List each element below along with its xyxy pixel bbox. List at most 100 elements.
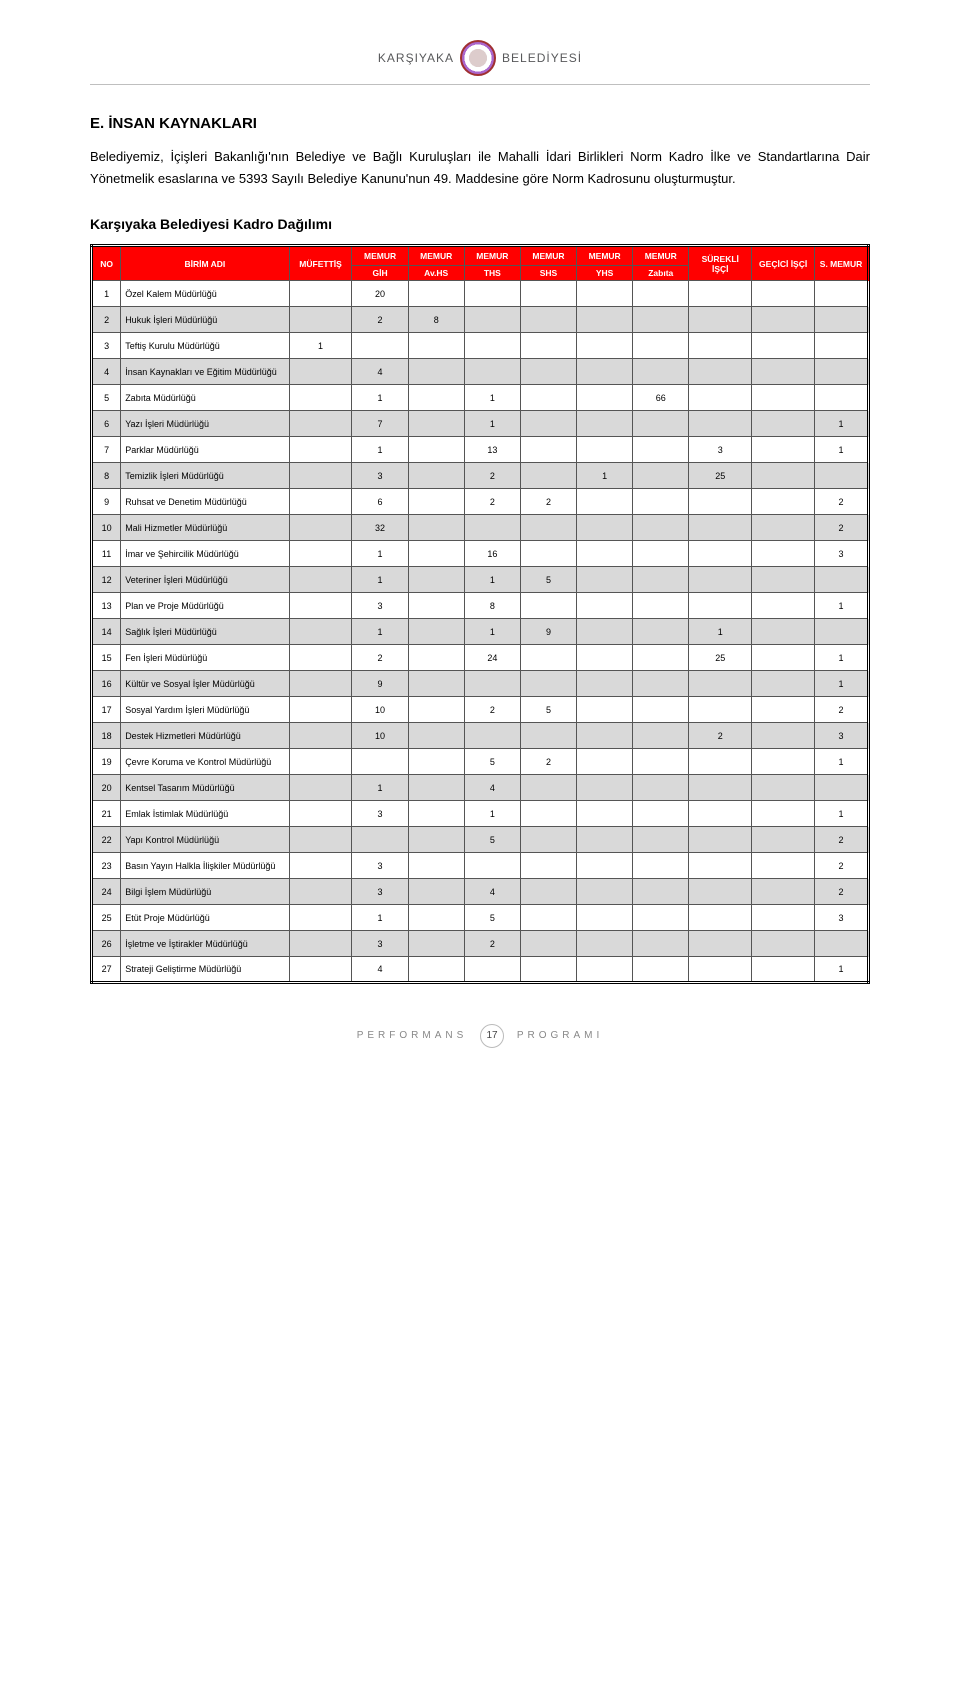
cell-gec bbox=[752, 697, 815, 723]
cell-yhs bbox=[577, 593, 633, 619]
table-row: 11İmar ve Şehircilik Müdürlüğü1163 bbox=[92, 541, 869, 567]
cell-no: 10 bbox=[92, 515, 121, 541]
cell-ths: 4 bbox=[464, 879, 520, 905]
cell-gih: 2 bbox=[352, 307, 408, 333]
cell-gec bbox=[752, 515, 815, 541]
cell-zab bbox=[633, 307, 689, 333]
cell-shs bbox=[520, 515, 576, 541]
cell-gec bbox=[752, 879, 815, 905]
footer-left: PERFORMANS bbox=[357, 1030, 468, 1041]
cell-gec bbox=[752, 333, 815, 359]
cell-sm: 1 bbox=[815, 801, 869, 827]
cell-ths: 13 bbox=[464, 437, 520, 463]
cell-zab bbox=[633, 515, 689, 541]
cell-sm: 2 bbox=[815, 853, 869, 879]
cell-shs bbox=[520, 645, 576, 671]
cell-avhs bbox=[408, 671, 464, 697]
cell-ths bbox=[464, 281, 520, 307]
cell-shs bbox=[520, 671, 576, 697]
cell-gec bbox=[752, 931, 815, 957]
col-gecici: GEÇİCİ İŞÇİ bbox=[752, 246, 815, 281]
cell-zab bbox=[633, 749, 689, 775]
cell-sur: 25 bbox=[689, 645, 752, 671]
cell-muf bbox=[289, 905, 352, 931]
cell-zab bbox=[633, 593, 689, 619]
cell-gih: 1 bbox=[352, 619, 408, 645]
cell-gih: 4 bbox=[352, 359, 408, 385]
cell-ths bbox=[464, 359, 520, 385]
cell-avhs bbox=[408, 437, 464, 463]
cell-gih: 4 bbox=[352, 957, 408, 983]
cell-avhs bbox=[408, 801, 464, 827]
cell-ths bbox=[464, 671, 520, 697]
cell-zab bbox=[633, 463, 689, 489]
cell-sur bbox=[689, 411, 752, 437]
footer: PERFORMANS 17 PROGRAMI bbox=[90, 1024, 870, 1048]
cell-unit: Kentsel Tasarım Müdürlüğü bbox=[121, 775, 289, 801]
cell-sur bbox=[689, 359, 752, 385]
cell-muf bbox=[289, 619, 352, 645]
cell-no: 15 bbox=[92, 645, 121, 671]
cell-sur bbox=[689, 775, 752, 801]
table-row: 18Destek Hizmetleri Müdürlüğü1023 bbox=[92, 723, 869, 749]
cell-avhs bbox=[408, 905, 464, 931]
cell-ths: 1 bbox=[464, 619, 520, 645]
cell-avhs bbox=[408, 645, 464, 671]
cell-shs bbox=[520, 463, 576, 489]
table-row: 1Özel Kalem Müdürlüğü20 bbox=[92, 281, 869, 307]
cell-shs bbox=[520, 333, 576, 359]
cell-sur bbox=[689, 801, 752, 827]
cell-sm: 3 bbox=[815, 723, 869, 749]
cell-no: 12 bbox=[92, 567, 121, 593]
sub-ths: THS bbox=[464, 266, 520, 281]
cell-no: 21 bbox=[92, 801, 121, 827]
cell-unit: Yazı İşleri Müdürlüğü bbox=[121, 411, 289, 437]
cell-sm bbox=[815, 931, 869, 957]
cell-shs bbox=[520, 931, 576, 957]
cell-muf bbox=[289, 411, 352, 437]
table-row: 13Plan ve Proje Müdürlüğü381 bbox=[92, 593, 869, 619]
cell-muf bbox=[289, 359, 352, 385]
cell-unit: Mali Hizmetler Müdürlüğü bbox=[121, 515, 289, 541]
cell-gih: 2 bbox=[352, 645, 408, 671]
cell-no: 2 bbox=[92, 307, 121, 333]
seal-icon bbox=[460, 40, 496, 76]
cell-zab bbox=[633, 359, 689, 385]
cell-yhs bbox=[577, 515, 633, 541]
col-memur-1: MEMUR bbox=[352, 246, 408, 266]
cell-gec bbox=[752, 437, 815, 463]
cell-sm: 1 bbox=[815, 411, 869, 437]
cell-no: 25 bbox=[92, 905, 121, 931]
cell-zab bbox=[633, 333, 689, 359]
cell-sur bbox=[689, 593, 752, 619]
cell-avhs bbox=[408, 463, 464, 489]
cell-yhs bbox=[577, 645, 633, 671]
cell-unit: Veteriner İşleri Müdürlüğü bbox=[121, 567, 289, 593]
cell-gih: 1 bbox=[352, 905, 408, 931]
cell-shs bbox=[520, 437, 576, 463]
cell-yhs bbox=[577, 541, 633, 567]
table-row: 24Bilgi İşlem Müdürlüğü342 bbox=[92, 879, 869, 905]
cell-unit: Temizlik İşleri Müdürlüğü bbox=[121, 463, 289, 489]
cell-shs bbox=[520, 281, 576, 307]
cell-muf bbox=[289, 853, 352, 879]
cell-sur bbox=[689, 385, 752, 411]
cell-no: 22 bbox=[92, 827, 121, 853]
cell-avhs bbox=[408, 385, 464, 411]
cell-yhs bbox=[577, 567, 633, 593]
cell-unit: Hukuk İşleri Müdürlüğü bbox=[121, 307, 289, 333]
cell-zab bbox=[633, 723, 689, 749]
sub-yhs: YHS bbox=[577, 266, 633, 281]
cell-shs bbox=[520, 775, 576, 801]
cell-gih bbox=[352, 333, 408, 359]
cell-shs bbox=[520, 541, 576, 567]
cell-no: 19 bbox=[92, 749, 121, 775]
cell-avhs bbox=[408, 593, 464, 619]
cell-unit: Plan ve Proje Müdürlüğü bbox=[121, 593, 289, 619]
cell-ths: 5 bbox=[464, 827, 520, 853]
page-number: 17 bbox=[480, 1024, 504, 1048]
cell-sm: 3 bbox=[815, 905, 869, 931]
cell-gec bbox=[752, 567, 815, 593]
cell-avhs bbox=[408, 827, 464, 853]
cell-zab bbox=[633, 645, 689, 671]
